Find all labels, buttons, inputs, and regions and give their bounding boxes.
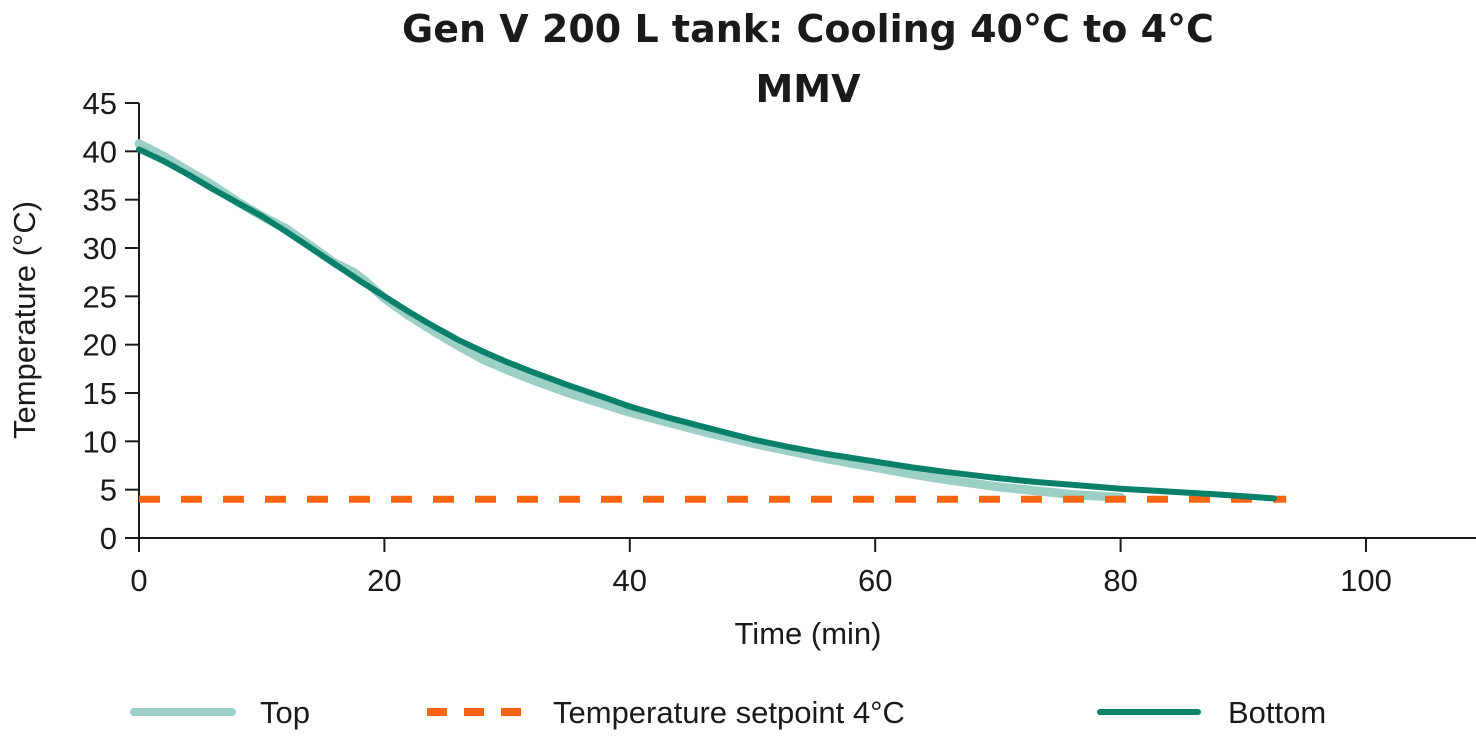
legend-label: Temperature setpoint 4°C [553,695,905,730]
x-tick-label: 100 [1340,563,1392,598]
y-tick-label: 5 [100,473,117,508]
y-tick-label: 0 [100,521,117,556]
y-tick-label: 10 [83,424,117,459]
legend-item-top: Top [130,695,310,730]
legend-item-setpoint: Temperature setpoint 4°C [427,695,905,730]
legend-label: Bottom [1228,695,1326,730]
y-axis: 0 5 10 15 20 25 30 35 40 45 [83,86,140,556]
y-tick-label: 35 [83,183,117,218]
chart-title: Gen V 200 L tank: Cooling 40°C to 4°C [402,7,1214,51]
x-tick-label: 40 [613,563,647,598]
series-bottom-line [136,146,1277,502]
series-top-line [134,139,1126,502]
series-layer [134,139,1287,503]
x-tick-label: 20 [367,563,401,598]
legend: Top Temperature setpoint 4°C Bottom [130,695,1326,730]
y-tick-label: 40 [83,134,117,169]
legend-label: Top [260,695,310,730]
y-axis-label: Temperature (°C) [7,201,42,439]
y-tick-label: 45 [83,86,117,121]
y-tick-label: 15 [83,376,117,411]
x-tick-label: 60 [858,563,892,598]
y-tick-label: 30 [83,231,117,266]
x-axis-label: Time (min) [735,616,882,651]
x-axis: 0 20 40 60 80 100 [125,537,1476,598]
y-tick-label: 25 [83,279,117,314]
x-tick-label: 80 [1103,563,1137,598]
chart-subtitle: MMV [755,67,861,111]
y-tick-label: 20 [83,328,117,363]
legend-item-bottom: Bottom [1097,695,1326,730]
x-tick-label: 0 [130,563,147,598]
